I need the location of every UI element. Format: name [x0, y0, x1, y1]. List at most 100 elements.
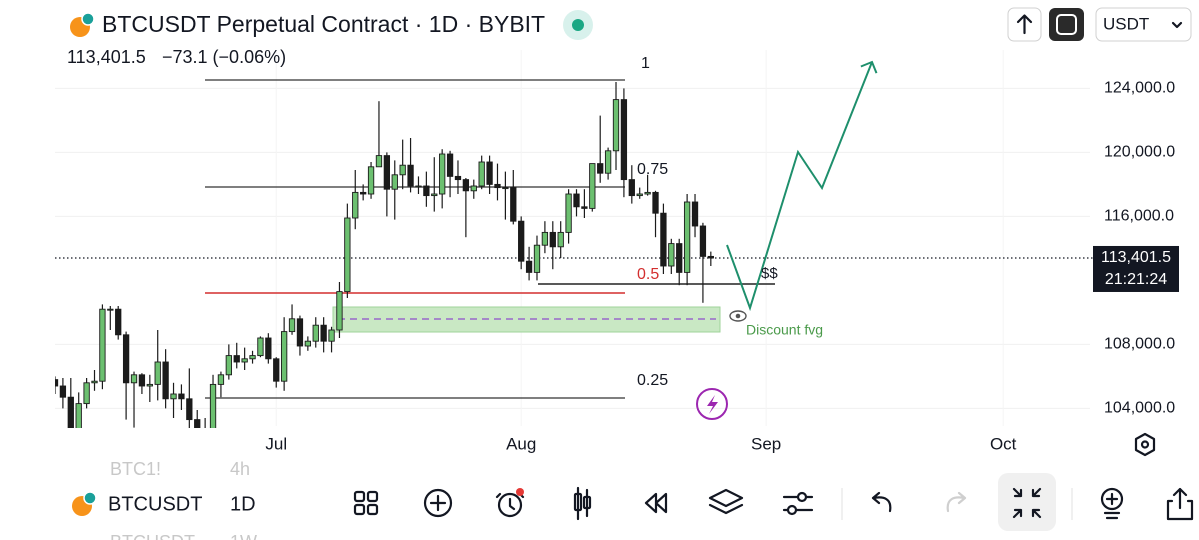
candle-body: [612, 99, 620, 152]
candle-body: [399, 164, 406, 176]
candle-body: [644, 191, 651, 195]
candle-body: [676, 243, 683, 273]
layers-icon[interactable]: [708, 488, 744, 515]
candle-body: [573, 193, 580, 208]
toolbar-symbol[interactable]: BTCUSDT: [108, 493, 202, 515]
candle-body: [470, 185, 477, 192]
toolbar: BTC1! 4h BTCUSDT 1D BTCUSDT 1W: [0, 457, 1199, 540]
candle-body: [241, 358, 248, 363]
chart-type-icon[interactable]: [573, 486, 592, 521]
candle-body: [154, 361, 161, 385]
candle-body: [707, 255, 714, 259]
candle-body: [549, 231, 556, 248]
toolbar-interval[interactable]: 1D: [230, 493, 256, 515]
y-tick-label: 116,000.0: [1104, 208, 1174, 225]
candle-body: [225, 355, 232, 376]
candle-body: [304, 340, 311, 347]
candle-body: [525, 260, 533, 273]
candle-body: [194, 419, 201, 428]
settings-icon[interactable]: [1134, 432, 1156, 457]
redo-icon[interactable]: [946, 491, 967, 513]
candle-body: [344, 217, 351, 293]
settings-sliders-icon[interactable]: [782, 491, 814, 516]
candle-body: [186, 398, 193, 421]
candle-body: [439, 153, 446, 195]
candle-body: [312, 324, 319, 342]
layout-icon[interactable]: [353, 490, 379, 516]
candle-body: [202, 439, 207, 458]
exchange-badge: [81, 12, 95, 26]
candle-body: [59, 385, 67, 398]
candle-body: [367, 166, 375, 195]
y-tick-label: 108,000.0: [1104, 336, 1175, 353]
alert-badge: [516, 488, 524, 496]
candle-body: [502, 187, 509, 190]
share-icon[interactable]: [1166, 487, 1194, 521]
price-tag: [1093, 245, 1179, 292]
top-controls: USDT: [1007, 7, 1192, 42]
replay-icon[interactable]: [644, 492, 668, 514]
candle-body: [533, 244, 541, 273]
candle-body: [146, 383, 153, 387]
candle-body: [407, 164, 414, 187]
candle-body: [446, 153, 454, 177]
lightning-icon[interactable]: [696, 388, 728, 420]
candle-body: [510, 187, 517, 222]
candle-body: [320, 324, 327, 342]
candle-body: [273, 358, 280, 382]
projection-arrow: [726, 61, 873, 312]
candle-body: [462, 179, 470, 192]
undo-icon[interactable]: [871, 491, 892, 513]
candle-body: [328, 329, 335, 342]
grid: [55, 50, 1093, 426]
currency-select[interactable]: [1095, 7, 1192, 42]
candle-body: [83, 382, 90, 405]
candle-body: [597, 163, 604, 174]
add-icon[interactable]: [423, 488, 453, 518]
collapse-button[interactable]: [998, 473, 1056, 531]
eye-icon: [729, 310, 747, 322]
next-interval: 1W: [230, 532, 257, 540]
candle-body: [683, 201, 691, 273]
candle-body: [257, 337, 264, 357]
candle-body: [668, 243, 675, 267]
candle-body: [375, 155, 383, 168]
candle-body: [162, 361, 169, 400]
candle-body: [130, 374, 138, 384]
y-tick-label: 104,000.0: [1104, 400, 1175, 417]
currency-label: USDT: [1103, 14, 1149, 33]
candle-body: [288, 318, 296, 333]
candle-body: [478, 161, 485, 187]
fullscreen-button[interactable]: [1049, 8, 1084, 41]
candle-body: [691, 201, 699, 227]
fullscreen-icon: [1056, 14, 1077, 35]
candle-body: [541, 231, 549, 246]
candle-body: [91, 380, 98, 384]
last-price-label: 113,401.5: [1101, 249, 1171, 266]
quote-change: −73.1 (−0.06%): [162, 47, 286, 67]
arrow-up-icon: [1016, 14, 1033, 35]
candle-body: [55, 379, 59, 387]
candle-body: [636, 193, 643, 197]
candle-body: [423, 185, 430, 197]
candle-body: [652, 191, 659, 214]
candle-body: [660, 212, 667, 267]
x-tick-label: Sep: [751, 434, 781, 453]
ideas-icon[interactable]: [1100, 487, 1124, 520]
candle-body: [233, 355, 240, 363]
fib-label: 0.75: [637, 161, 668, 178]
quote-price: 113,401.5: [67, 47, 146, 67]
candle-body: [699, 225, 707, 257]
candle-body: [360, 191, 367, 195]
candle-body: [178, 393, 185, 400]
candle-body: [589, 163, 596, 209]
market-status: [572, 19, 584, 31]
zone-label: Discount fvg: [746, 322, 823, 338]
candle-body: [280, 331, 288, 382]
liquidity-label: $$: [761, 265, 778, 282]
candle-body: [249, 355, 256, 360]
candle-body: [565, 193, 572, 233]
countdown: 21:21:24: [1105, 271, 1167, 288]
candle-body: [115, 308, 122, 336]
